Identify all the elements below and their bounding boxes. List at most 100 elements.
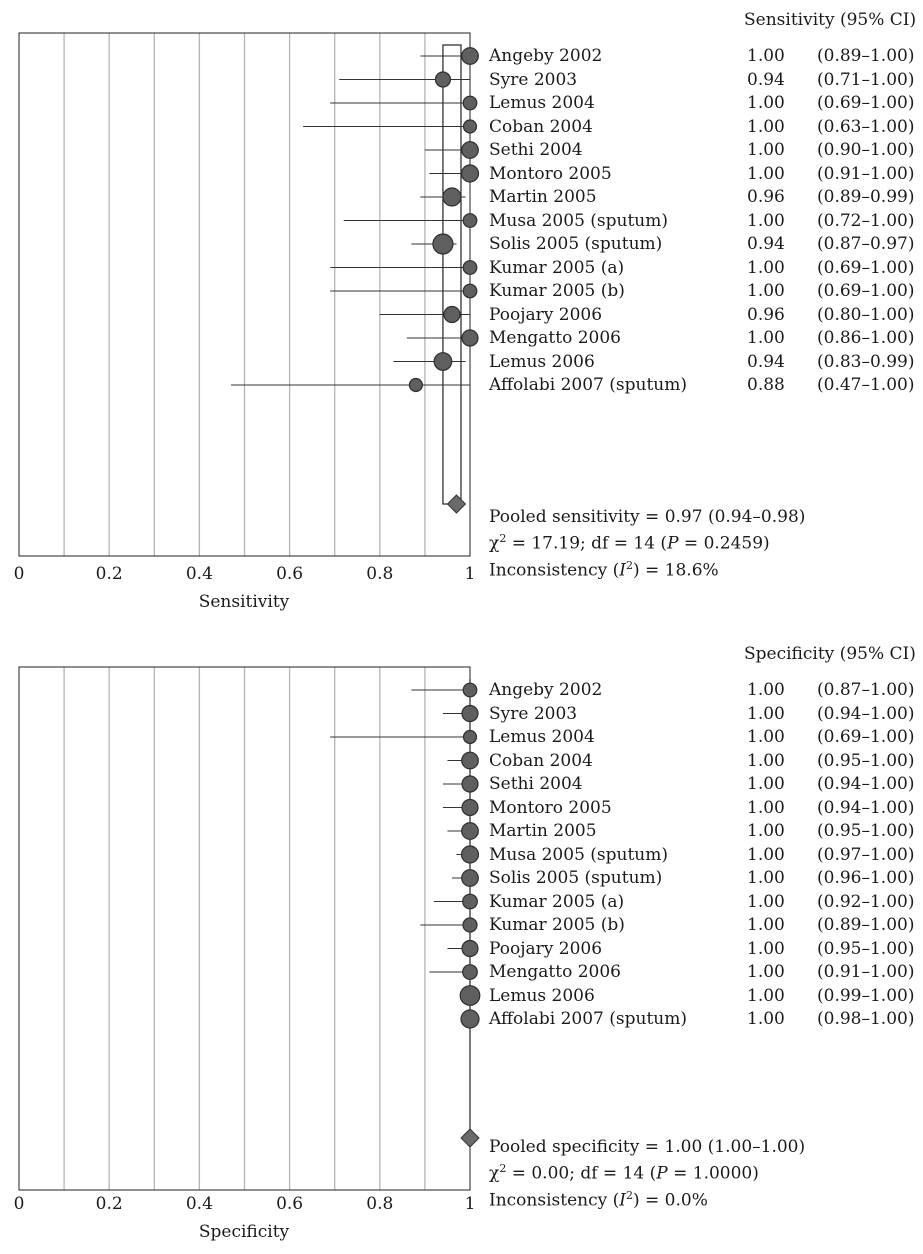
- study-estimate: 1.00: [747, 797, 785, 818]
- study-label: Poojary 2006: [489, 938, 603, 959]
- study-estimate: 1.00: [747, 680, 785, 700]
- specificity-forest-plot: Specificity (95% CI) Specificity Pooled …: [0, 634, 923, 1254]
- study-point: [461, 869, 479, 887]
- study-ci-text: (0.69–1.00): [817, 93, 915, 113]
- study-point: [461, 939, 479, 958]
- study-ci-text: (0.69–1.00): [817, 727, 915, 747]
- column-header: Sensitivity (95% CI): [744, 10, 917, 30]
- study-estimate: 1.00: [747, 891, 785, 912]
- pooled-diamond: [460, 1128, 480, 1148]
- specificity-plot-svg: [18, 666, 481, 1191]
- study-ci-text: (0.69–1.00): [817, 257, 915, 278]
- study-point: [461, 704, 479, 723]
- x-tick-label: 0.2: [95, 564, 123, 584]
- study-point: [462, 964, 478, 980]
- study-point: [462, 95, 478, 111]
- study-point: [460, 1009, 480, 1029]
- study-point: [461, 751, 479, 770]
- study-label: Mengatto 2006: [489, 962, 621, 982]
- study-label: Syre 2003: [489, 69, 578, 90]
- study-point: [443, 305, 461, 324]
- study-label: Angeby 2002: [489, 680, 603, 700]
- study-estimate: 1.00: [747, 703, 785, 724]
- study-estimate: 1.00: [747, 844, 785, 865]
- study-estimate: 1.00: [747, 868, 785, 888]
- study-ci-text: (0.95–1.00): [817, 750, 915, 771]
- study-label: Kumar 2005 (a): [489, 891, 625, 912]
- inconsistency-text: Inconsistency (I2) = 18.6%: [489, 558, 719, 581]
- study-point: [462, 729, 478, 745]
- study-label: Angeby 2002: [489, 46, 603, 66]
- study-estimate: 1.00: [747, 281, 785, 301]
- study-estimate: 0.96: [747, 304, 785, 325]
- study-label: Lemus 2006: [489, 351, 595, 372]
- study-estimate: 0.94: [747, 69, 785, 90]
- study-point: [462, 213, 478, 228]
- study-point: [432, 233, 454, 255]
- study-estimate: 1.00: [747, 328, 785, 348]
- study-point: [459, 985, 481, 1006]
- x-tick-label: 0: [13, 1194, 25, 1214]
- study-label: Affolabi 2007 (sputum): [489, 375, 687, 395]
- study-point: [461, 329, 479, 347]
- study-point: [460, 845, 480, 864]
- study-label: Martin 2005: [489, 187, 597, 207]
- x-axis-title: Sensitivity: [198, 592, 290, 612]
- pooled-estimate-text: Pooled specificity = 1.00 (1.00–1.00): [489, 1137, 806, 1157]
- study-estimate: 0.88: [747, 375, 785, 395]
- heterogeneity-chi-square: χ2 = 0.00; df = 14 (P = 1.0000): [489, 1162, 759, 1184]
- study-label: Lemus 2006: [489, 985, 595, 1006]
- study-point: [462, 260, 478, 275]
- study-label: Musa 2005 (sputum): [489, 844, 669, 865]
- study-estimate: 1.00: [747, 938, 785, 959]
- study-point: [461, 775, 479, 793]
- study-label: Kumar 2005 (a): [489, 257, 625, 278]
- study-point: [461, 798, 479, 817]
- study-label: Montoro 2005: [489, 163, 612, 184]
- study-estimate: 1.00: [747, 116, 785, 137]
- study-label: Sethi 2004: [489, 774, 583, 794]
- study-estimate: 1.00: [747, 140, 785, 160]
- x-axis-title: Specificity: [198, 1222, 290, 1242]
- study-ci-text: (0.95–1.00): [817, 938, 915, 959]
- heterogeneity-chi-square: χ2 = 17.19; df = 14 (P = 0.2459): [489, 532, 770, 554]
- x-tick-label: 0.2: [95, 1194, 123, 1214]
- study-ci-text: (0.89–1.00): [817, 915, 915, 935]
- study-ci-text: (0.96–1.00): [817, 868, 915, 888]
- inconsistency-text: Inconsistency (I2) = 0.0%: [489, 1188, 708, 1211]
- study-label: Poojary 2006: [489, 304, 603, 325]
- study-estimate: 1.00: [747, 1009, 785, 1029]
- study-ci-text: (0.98–1.00): [817, 1009, 915, 1029]
- column-header: Specificity (95% CI): [744, 644, 916, 664]
- study-ci-text: (0.95–1.00): [817, 821, 915, 841]
- study-estimate: 1.00: [747, 46, 785, 66]
- study-label: Kumar 2005 (b): [489, 281, 625, 301]
- study-ci-text: (0.63–1.00): [817, 116, 915, 137]
- study-point: [462, 893, 478, 910]
- study-label: Coban 2004: [489, 750, 593, 771]
- study-label: Musa 2005 (sputum): [489, 210, 669, 231]
- study-label: Lemus 2004: [489, 93, 595, 113]
- study-ci-text: (0.89–1.00): [817, 46, 915, 66]
- study-ci-text: (0.94–1.00): [817, 797, 915, 818]
- study-ci-text: (0.69–1.00): [817, 281, 915, 301]
- sensitivity-forest-plot: Sensitivity (95% CI) Sensitivity Pooled …: [0, 0, 923, 620]
- summary-statistics: Pooled sensitivity = 0.97 (0.94–0.98) χ2…: [489, 507, 805, 581]
- study-ci-text: (0.71–1.00): [817, 69, 915, 90]
- study-ci-text: (0.47–1.00): [817, 375, 915, 395]
- study-label: Sethi 2004: [489, 140, 583, 160]
- study-estimate: 1.00: [747, 727, 785, 747]
- x-tick-label: 0.8: [366, 1194, 394, 1214]
- study-point: [462, 917, 478, 933]
- study-estimate: 1.00: [747, 93, 785, 113]
- study-ci-text: (0.97–1.00): [817, 844, 915, 865]
- x-tick-label: 1: [464, 564, 476, 584]
- study-label: Affolabi 2007 (sputum): [489, 1009, 687, 1029]
- study-point: [461, 141, 479, 159]
- study-point: [461, 822, 479, 840]
- study-label: Coban 2004: [489, 116, 593, 137]
- study-point: [462, 283, 478, 299]
- study-point: [408, 377, 423, 393]
- x-tick-label: 0.6: [276, 1194, 304, 1214]
- study-label: Kumar 2005 (b): [489, 915, 625, 935]
